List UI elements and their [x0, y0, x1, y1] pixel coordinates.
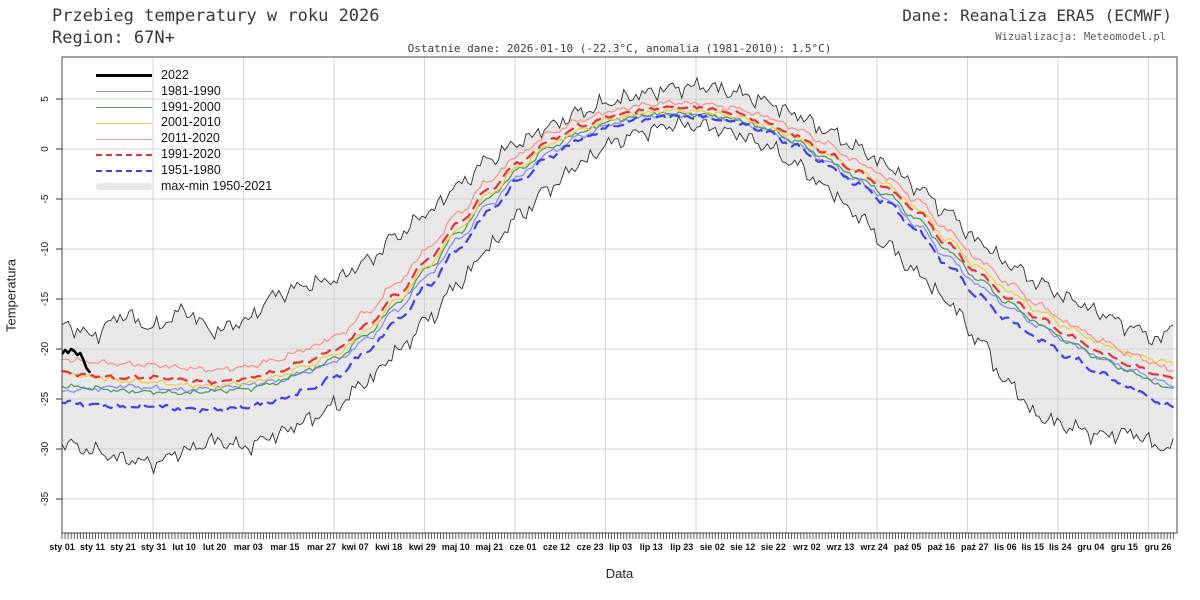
svg-text:cze 01: cze 01 — [509, 542, 536, 552]
legend-item-2001-2010: 2001-2010 — [96, 115, 272, 131]
svg-text:kwi 29: kwi 29 — [409, 542, 436, 552]
svg-text:lut 20: lut 20 — [203, 542, 227, 552]
svg-text:lis 15: lis 15 — [1022, 542, 1045, 552]
legend-label: 1991-2000 — [161, 99, 221, 114]
legend-item-1991-2000: 1991-2000 — [96, 100, 272, 116]
svg-text:-20: -20 — [40, 341, 51, 356]
series-line-2001-2010 — [62, 108, 1174, 389]
legend-line-sample — [96, 74, 152, 78]
y-axis-title: Temperatura — [3, 259, 19, 332]
svg-text:lip 03: lip 03 — [609, 542, 632, 552]
x-axis-title: Data — [605, 566, 634, 581]
svg-text:cze 23: cze 23 — [577, 542, 604, 552]
svg-text:paź 05: paź 05 — [894, 542, 922, 552]
svg-text:kwi 18: kwi 18 — [375, 542, 402, 552]
svg-text:sie 22: sie 22 — [761, 542, 786, 552]
svg-text:wrz 24: wrz 24 — [859, 542, 888, 552]
x-axis-labels: sty 01 sty 11 sty 21 sty 31 lut 10 lut 20 mar … — [49, 542, 1171, 552]
legend-label: 2022 — [161, 68, 189, 82]
svg-text:-15: -15 — [40, 291, 51, 306]
data-source-label: Dane: Reanaliza ERA5 (ECMWF) — [902, 6, 1172, 25]
legend-item-1981-1990: 1981-1990 — [96, 84, 272, 100]
svg-text:cze 12: cze 12 — [543, 542, 570, 552]
svg-text:-5: -5 — [40, 194, 51, 203]
svg-text:lut 10: lut 10 — [172, 542, 196, 552]
svg-text:lip 13: lip 13 — [640, 542, 663, 552]
band-min-line — [62, 115, 1174, 475]
legend-label: 2011-2020 — [161, 131, 220, 146]
svg-text:gru 04: gru 04 — [1077, 542, 1104, 552]
visualization-credit: Wizualizacja: Meteomodel.pl — [995, 31, 1166, 43]
chart-subtitle: Ostatnie dane: 2026-01-10 (-22.3°C, anom… — [407, 42, 832, 55]
series-line-1991-2000 — [62, 111, 1174, 396]
legend-label: max-min 1950-2021 — [161, 178, 273, 193]
series-line-2022 — [62, 347, 91, 374]
legend-line-sample — [96, 169, 152, 172]
series-line-2011-2020 — [62, 99, 1174, 373]
legend: 2022 1981-1990 1991-2000 2001-2010 2011-2020… — [96, 68, 272, 194]
svg-text:paź 27: paź 27 — [961, 542, 989, 552]
svg-text:gru 15: gru 15 — [1111, 542, 1138, 552]
svg-text:-35: -35 — [40, 491, 51, 506]
y-axis: 5 0 -5 -10 -15 -20 -25 -30 -35 — [40, 96, 62, 506]
legend-label: 1991-2020 — [161, 146, 221, 161]
legend-line-sample — [96, 91, 152, 93]
svg-text:-25: -25 — [40, 391, 51, 406]
svg-text:sie 12: sie 12 — [730, 542, 755, 552]
svg-text:sie 02: sie 02 — [700, 542, 725, 552]
svg-text:sty 31: sty 31 — [141, 542, 167, 552]
svg-text:sty 21: sty 21 — [110, 542, 136, 552]
legend-label: 1951-1980 — [161, 162, 221, 177]
legend-line-sample — [96, 138, 152, 140]
legend-line-sample — [96, 122, 152, 124]
legend-item-1991-2020: 1991-2020 — [96, 147, 272, 163]
legend-item-2022: 2022 — [96, 68, 272, 84]
legend-line-sample — [96, 153, 152, 156]
series-line-1991-2020 — [62, 103, 1175, 385]
svg-text:paź 16: paź 16 — [927, 542, 955, 552]
svg-text:sty 01: sty 01 — [49, 542, 75, 552]
band-max-min — [62, 76, 1174, 475]
svg-text:kwi 07: kwi 07 — [342, 542, 369, 552]
svg-text:lis 06: lis 06 — [994, 542, 1017, 552]
svg-text:lip 23: lip 23 — [670, 542, 693, 552]
legend-item-2011-2020: 2011-2020 — [96, 131, 272, 147]
legend-line-sample — [96, 106, 152, 108]
chart-region-label: Region: 67N+ — [52, 28, 175, 48]
svg-text:gru 26: gru 26 — [1144, 542, 1171, 552]
series-line-1981-1990 — [62, 112, 1174, 393]
legend-label: 1981-1990 — [161, 83, 221, 98]
legend-item-max-min-1950-2021: max-min 1950-2021 — [96, 179, 272, 195]
svg-text:-10: -10 — [40, 241, 51, 256]
svg-text:maj 21: maj 21 — [475, 542, 503, 552]
x-axis-daily-ticks — [61, 533, 1174, 539]
svg-text:sty 11: sty 11 — [80, 542, 105, 552]
svg-text:maj 10: maj 10 — [442, 542, 470, 552]
svg-text:wrz 02: wrz 02 — [792, 542, 821, 552]
series-line-1951-1980 — [62, 113, 1175, 414]
legend-item-1951-1980: 1951-1980 — [96, 163, 272, 179]
svg-text:mar 15: mar 15 — [270, 542, 299, 552]
legend-band-swatch — [96, 182, 152, 190]
svg-text:mar 27: mar 27 — [307, 542, 336, 552]
svg-text:mar 03: mar 03 — [234, 542, 263, 552]
svg-text:-30: -30 — [40, 441, 51, 456]
gridlines — [62, 57, 1177, 533]
svg-text:wrz 13: wrz 13 — [826, 542, 855, 552]
svg-text:lis 24: lis 24 — [1049, 542, 1072, 552]
chart-title: Przebieg temperatury w roku 2026 — [52, 6, 380, 26]
legend-label: 2001-2010 — [161, 115, 221, 130]
svg-text:0: 0 — [40, 146, 51, 152]
plot-border — [61, 56, 1178, 534]
band-max-line — [62, 76, 1174, 346]
svg-text:5: 5 — [40, 96, 51, 102]
